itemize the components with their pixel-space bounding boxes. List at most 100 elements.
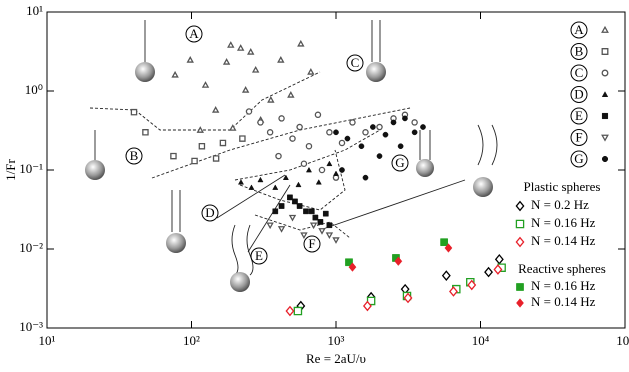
annotation-circle	[391, 154, 409, 172]
data-point	[239, 135, 246, 142]
data-point	[142, 129, 149, 136]
data-point	[397, 143, 404, 150]
data-point	[236, 44, 245, 51]
data-point	[198, 142, 206, 150]
legend-group: Reactive spheres	[518, 261, 606, 276]
legend-marker	[515, 219, 525, 229]
data-point	[212, 155, 220, 162]
data-point	[296, 203, 303, 209]
data-point	[257, 176, 264, 183]
data-point	[358, 143, 365, 150]
data-point	[229, 124, 237, 131]
data-point	[278, 115, 285, 122]
data-point	[277, 56, 285, 63]
data-point	[305, 166, 312, 173]
legend-label: E	[575, 108, 583, 123]
data-point	[322, 210, 329, 217]
x-tick-label: 10¹	[39, 333, 56, 348]
data-point	[494, 253, 504, 265]
data-point	[348, 262, 357, 272]
data-point	[325, 232, 334, 240]
data-point	[370, 124, 376, 130]
data-point	[170, 152, 177, 160]
x-tick-label: 10²	[183, 333, 200, 348]
legend-marker	[516, 298, 524, 308]
y-tick-label: 10¹	[26, 3, 43, 18]
annotation-circle	[201, 204, 219, 222]
y-tick-label: 10⁻²	[19, 240, 43, 255]
data-point	[326, 160, 333, 167]
data-point	[248, 184, 255, 190]
annotation-circle	[303, 235, 321, 253]
annotation-circle	[250, 247, 268, 265]
data-point	[332, 170, 340, 176]
legend-label: G	[574, 151, 583, 166]
y-tick-label: 10⁻³	[19, 319, 43, 334]
data-point	[285, 305, 295, 317]
y-axis-label: 1/Fr	[3, 158, 18, 180]
annotation: A	[189, 26, 199, 41]
y-tick-label: 10⁰	[25, 82, 43, 97]
data-point	[237, 179, 245, 185]
legend-marker	[601, 112, 609, 120]
data-point	[390, 119, 397, 126]
data-point	[171, 70, 179, 78]
data-point	[326, 129, 333, 136]
data-point	[227, 41, 235, 48]
data-point	[376, 153, 383, 159]
legend-label: N = 0.16 Hz	[531, 215, 596, 230]
data-point	[312, 214, 319, 221]
x-tick-label: 10³	[328, 333, 345, 348]
legend-marker	[601, 69, 609, 77]
data-point	[362, 174, 369, 181]
data-point	[289, 135, 296, 142]
data-point	[272, 184, 279, 190]
data-point	[326, 222, 333, 229]
data-point	[317, 219, 324, 225]
data-point	[403, 292, 413, 304]
data-point	[420, 124, 426, 130]
annotation: F	[308, 236, 315, 251]
data-point	[275, 152, 282, 160]
data-point	[493, 264, 503, 275]
data-point	[257, 119, 264, 126]
legend-label: N = 0.14 Hz	[531, 294, 596, 309]
legend-label: A	[574, 22, 584, 37]
data-point	[241, 86, 250, 93]
legend-label: D	[574, 86, 583, 101]
data-point	[444, 243, 453, 253]
data-point	[277, 226, 286, 233]
data-point	[441, 270, 451, 281]
data-point	[308, 208, 315, 215]
data-point	[318, 166, 326, 174]
legend-label: F	[575, 129, 582, 144]
data-point	[339, 167, 345, 173]
data-point	[278, 203, 285, 209]
legend-marker	[601, 156, 609, 162]
data-point	[362, 300, 372, 312]
data-point	[219, 139, 227, 147]
data-point	[318, 228, 326, 235]
data-point	[266, 129, 274, 136]
data-point	[362, 129, 369, 136]
legend-label: B	[575, 43, 584, 58]
data-point	[344, 135, 351, 142]
data-point	[338, 139, 346, 147]
data-point	[245, 108, 253, 115]
legend-label: N = 0.2 Hz	[531, 197, 589, 212]
legend-circle	[570, 43, 588, 60]
data-point	[287, 91, 295, 98]
legend-marker	[601, 25, 609, 33]
data-point	[247, 48, 255, 55]
legend-marker	[601, 91, 609, 97]
data-point	[287, 194, 293, 201]
annotation-circle	[125, 147, 143, 165]
legend-circle	[570, 21, 588, 39]
data-point	[186, 56, 194, 63]
data-point	[349, 119, 356, 126]
x-axis-label: Re = 2aU/υ	[306, 351, 366, 366]
data-point	[201, 81, 210, 88]
annotation: G	[395, 155, 404, 170]
legend-marker	[515, 236, 525, 248]
data-point	[411, 129, 418, 136]
